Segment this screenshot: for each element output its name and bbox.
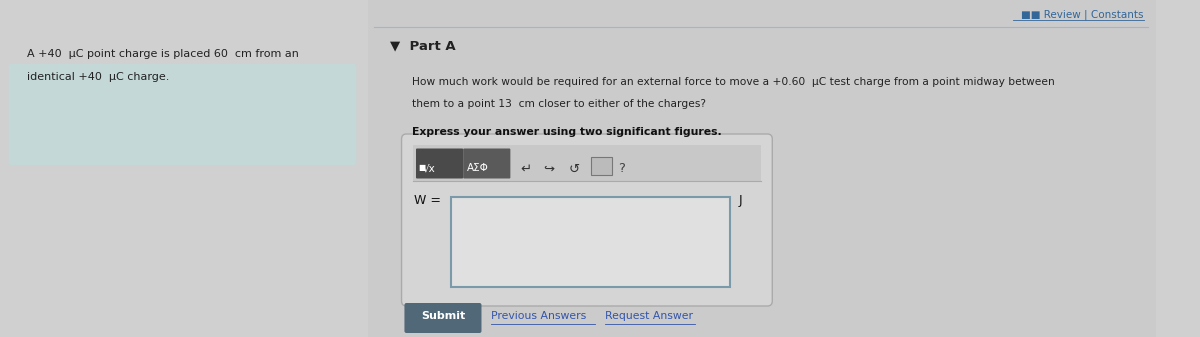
Text: A +40  μC point charge is placed 60  cm from an: A +40 μC point charge is placed 60 cm fr… — [26, 49, 299, 59]
Text: ■: ■ — [419, 163, 426, 172]
Text: Previous Answers: Previous Answers — [491, 311, 587, 321]
Text: ?: ? — [618, 162, 625, 176]
FancyBboxPatch shape — [368, 0, 1156, 337]
Text: How much work would be required for an external force to move a +0.60  μC test c: How much work would be required for an e… — [412, 77, 1055, 87]
FancyBboxPatch shape — [404, 303, 481, 333]
FancyBboxPatch shape — [592, 157, 612, 175]
Text: ↪: ↪ — [544, 162, 554, 176]
Text: ■■ Review | Constants: ■■ Review | Constants — [1021, 9, 1144, 20]
Text: identical +40  μC charge.: identical +40 μC charge. — [26, 72, 169, 82]
Text: W =: W = — [414, 194, 442, 207]
Text: ▼  Part A: ▼ Part A — [390, 39, 456, 52]
FancyBboxPatch shape — [402, 134, 773, 306]
FancyBboxPatch shape — [8, 64, 356, 165]
Text: √x: √x — [422, 163, 436, 173]
Text: Request Answer: Request Answer — [605, 311, 692, 321]
Text: them to a point 13  cm closer to either of the charges?: them to a point 13 cm closer to either o… — [412, 99, 706, 109]
Text: Submit: Submit — [421, 311, 466, 321]
Text: Express your answer using two significant figures.: Express your answer using two significan… — [412, 127, 722, 137]
Text: J: J — [738, 194, 743, 207]
Text: ΑΣΦ: ΑΣΦ — [467, 163, 488, 173]
FancyBboxPatch shape — [413, 145, 761, 181]
FancyBboxPatch shape — [463, 149, 510, 179]
FancyBboxPatch shape — [416, 149, 463, 179]
FancyBboxPatch shape — [451, 197, 730, 287]
Text: ↺: ↺ — [568, 162, 580, 176]
Text: ↵: ↵ — [520, 162, 532, 176]
